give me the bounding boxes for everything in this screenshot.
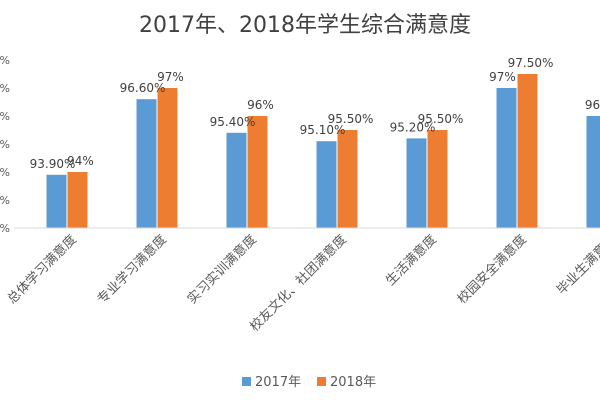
y-tick-label: % xyxy=(0,194,10,207)
bar-2017 xyxy=(496,88,517,228)
chart-title: 2017年、2018年学生综合满意度 xyxy=(139,13,471,38)
y-tick-label: % xyxy=(0,138,10,151)
y-tick-label: % xyxy=(0,110,10,123)
bar-2018 xyxy=(67,172,88,228)
y-tick-label: % xyxy=(0,166,10,179)
data-label: 93.90% xyxy=(30,157,76,171)
data-label: 94% xyxy=(67,154,94,168)
y-axis-ticks: %%%%%%% xyxy=(0,54,10,235)
bar-2017 xyxy=(406,138,427,228)
data-label: 95.20% xyxy=(390,120,436,134)
bar-2018 xyxy=(157,88,178,228)
data-label: 97.50% xyxy=(508,56,554,70)
data-label: 96 xyxy=(585,98,600,112)
bar-2017 xyxy=(586,116,600,228)
bar-2018 xyxy=(427,130,448,228)
bar-2018 xyxy=(337,130,358,228)
category-label: 实习实训满意度 xyxy=(184,232,260,308)
data-label: 95.50% xyxy=(328,112,374,126)
bars xyxy=(46,74,600,228)
bar-2017 xyxy=(136,99,157,228)
data-label: 95.10% xyxy=(300,123,346,137)
category-label: 专业学习满意度 xyxy=(94,232,170,308)
legend-swatch xyxy=(317,377,326,386)
bar-2017 xyxy=(46,174,67,228)
data-label: 97% xyxy=(157,70,184,84)
data-label: 96% xyxy=(247,98,274,112)
y-tick-label: % xyxy=(0,222,10,235)
bar-2018 xyxy=(247,116,268,228)
y-tick-label: % xyxy=(0,54,10,67)
legend: 2017年 2018年 xyxy=(242,375,376,390)
data-label: 95.50% xyxy=(418,112,464,126)
data-label: 96.60% xyxy=(120,81,166,95)
bar-2017 xyxy=(316,141,337,228)
legend-label: 2018年 xyxy=(330,375,376,390)
legend-swatch xyxy=(242,377,251,386)
data-label: 97% xyxy=(489,70,516,84)
legend-label: 2017年 xyxy=(255,375,301,390)
category-label: 毕业生满意度 xyxy=(553,232,600,298)
data-labels: 93.90%94%96.60%97%95.40%96%95.10%95.50%9… xyxy=(30,56,600,171)
category-label: 总体学习满意度 xyxy=(4,232,80,308)
category-label: 生活满意度 xyxy=(383,232,440,289)
bar-2018 xyxy=(517,74,538,228)
y-tick-label: % xyxy=(0,82,10,95)
category-label: 校友文化、社团满意度 xyxy=(247,232,350,335)
bar-2017 xyxy=(226,132,247,228)
category-label: 校园安全满意度 xyxy=(454,232,530,308)
data-label: 95.40% xyxy=(210,115,256,129)
